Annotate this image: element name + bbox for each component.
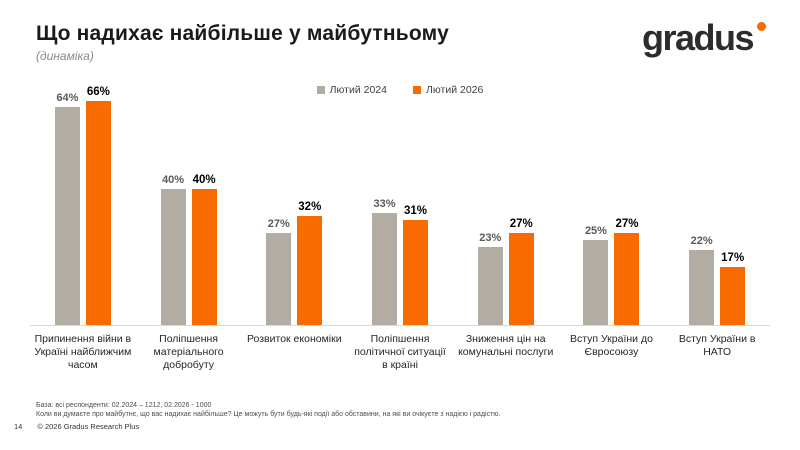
bar-value-label: 66% xyxy=(86,86,110,98)
header: Що надихає найбільше у майбутньому (дина… xyxy=(36,22,770,63)
bar-value-label: 40% xyxy=(162,174,185,186)
logo-dot-icon xyxy=(757,22,766,31)
category-label: Поліпшення матеріального добробуту xyxy=(153,333,224,372)
bar-wrap: 31% xyxy=(403,205,429,325)
bar-group: 33% 31% xyxy=(347,96,453,325)
legend-item: Лютий 2026 xyxy=(413,84,483,96)
page-subtitle: (динаміка) xyxy=(36,49,94,63)
legend-swatch-icon xyxy=(413,86,421,94)
bar-value-label: 32% xyxy=(298,201,322,213)
bar-2026 xyxy=(508,233,534,325)
category-label: Поліпшення політичної ситуації в країні xyxy=(354,333,446,372)
bar-wrap: 40% xyxy=(191,174,217,325)
bar-wrap: 23% xyxy=(477,232,503,325)
bar-2024 xyxy=(477,247,503,325)
bar-2026 xyxy=(191,189,217,325)
bar-group: 23% 27% xyxy=(453,96,559,325)
bar-2024 xyxy=(583,240,609,325)
bar-group: 25% 27% xyxy=(559,96,665,325)
bar-value-label: 31% xyxy=(404,205,428,217)
bar-2026 xyxy=(720,267,746,325)
bar-value-label: 22% xyxy=(690,235,713,247)
bar-2024 xyxy=(54,107,80,325)
page-number: 14 xyxy=(14,422,23,431)
legend-swatch-icon xyxy=(316,86,325,94)
bar-wrap: 27% xyxy=(614,218,640,325)
page-title: Що надихає найбільше у майбутньому xyxy=(36,22,449,45)
bar-wrap: 32% xyxy=(297,201,323,325)
legend-label: Лютий 2024 xyxy=(329,84,387,96)
gradus-logo: gradus xyxy=(642,20,766,56)
bar-chart: 64% 66% 40% 40% 27% 32% 33% 31% 23% 27% 25% 27% 22% 1… xyxy=(30,86,770,326)
bar-value-label: 23% xyxy=(479,232,502,244)
bar-value-label: 64% xyxy=(56,92,79,104)
bar-value-label: 25% xyxy=(584,225,607,237)
category-label: Вступ України до Євросоюзу xyxy=(569,333,653,359)
bar-value-label: 27% xyxy=(615,218,639,230)
bar-wrap: 64% xyxy=(54,92,80,325)
category-label: Зниження цін на комунальні послуги xyxy=(458,333,554,359)
bar-group: 40% 40% xyxy=(136,96,242,325)
bar-wrap: 27% xyxy=(266,218,292,325)
chart-legend: Лютий 2024 Лютий 2026 xyxy=(0,84,800,96)
bar-2026 xyxy=(614,233,640,325)
footnote-question: Коли ви думаєте про майбутнє, що вас над… xyxy=(36,411,501,419)
footnotes: База: всі респонденти: 02.2024 – 1212, 0… xyxy=(36,401,780,420)
bar-value-label: 33% xyxy=(373,198,396,210)
category-label: Розвиток економіки xyxy=(246,333,342,345)
bar-2024 xyxy=(266,233,292,325)
bar-wrap: 40% xyxy=(160,174,186,325)
bar-wrap: 17% xyxy=(720,252,746,325)
bar-2026 xyxy=(85,101,111,325)
footnote-base: База: всі респонденти: 02.2024 – 1212, 0… xyxy=(36,402,212,409)
bar-wrap: 27% xyxy=(508,218,534,325)
bar-value-label: 40% xyxy=(192,174,216,186)
legend-item: Лютий 2024 xyxy=(316,84,387,96)
copyright: © 2026 Gradus Research Plus xyxy=(37,422,140,431)
bar-2024 xyxy=(689,250,715,325)
bar-wrap: 25% xyxy=(583,225,609,325)
category-axis: Припинення війни в Україні найближчим ча… xyxy=(30,333,770,372)
category-label: Вступ України в НАТО xyxy=(678,333,756,359)
bar-group: 64% 66% xyxy=(30,86,136,325)
bar-2024 xyxy=(372,213,398,325)
category-label: Припинення війни в Україні найближчим ча… xyxy=(34,333,132,372)
bar-wrap: 33% xyxy=(372,198,398,325)
bar-value-label: 27% xyxy=(509,218,533,230)
bar-2026 xyxy=(297,216,323,325)
logo-text: gradus xyxy=(641,17,755,58)
bar-group: 22% 17% xyxy=(664,96,770,325)
bar-value-label: 27% xyxy=(267,218,290,230)
bar-wrap: 22% xyxy=(689,235,715,325)
footer: 14 © 2026 Gradus Research Plus xyxy=(14,422,139,431)
bar-value-label: 17% xyxy=(721,252,745,264)
bar-group: 27% 32% xyxy=(241,96,347,325)
bar-2026 xyxy=(403,220,429,325)
bar-2024 xyxy=(160,189,186,325)
bar-wrap: 66% xyxy=(85,86,111,325)
legend-label: Лютий 2026 xyxy=(426,84,484,96)
